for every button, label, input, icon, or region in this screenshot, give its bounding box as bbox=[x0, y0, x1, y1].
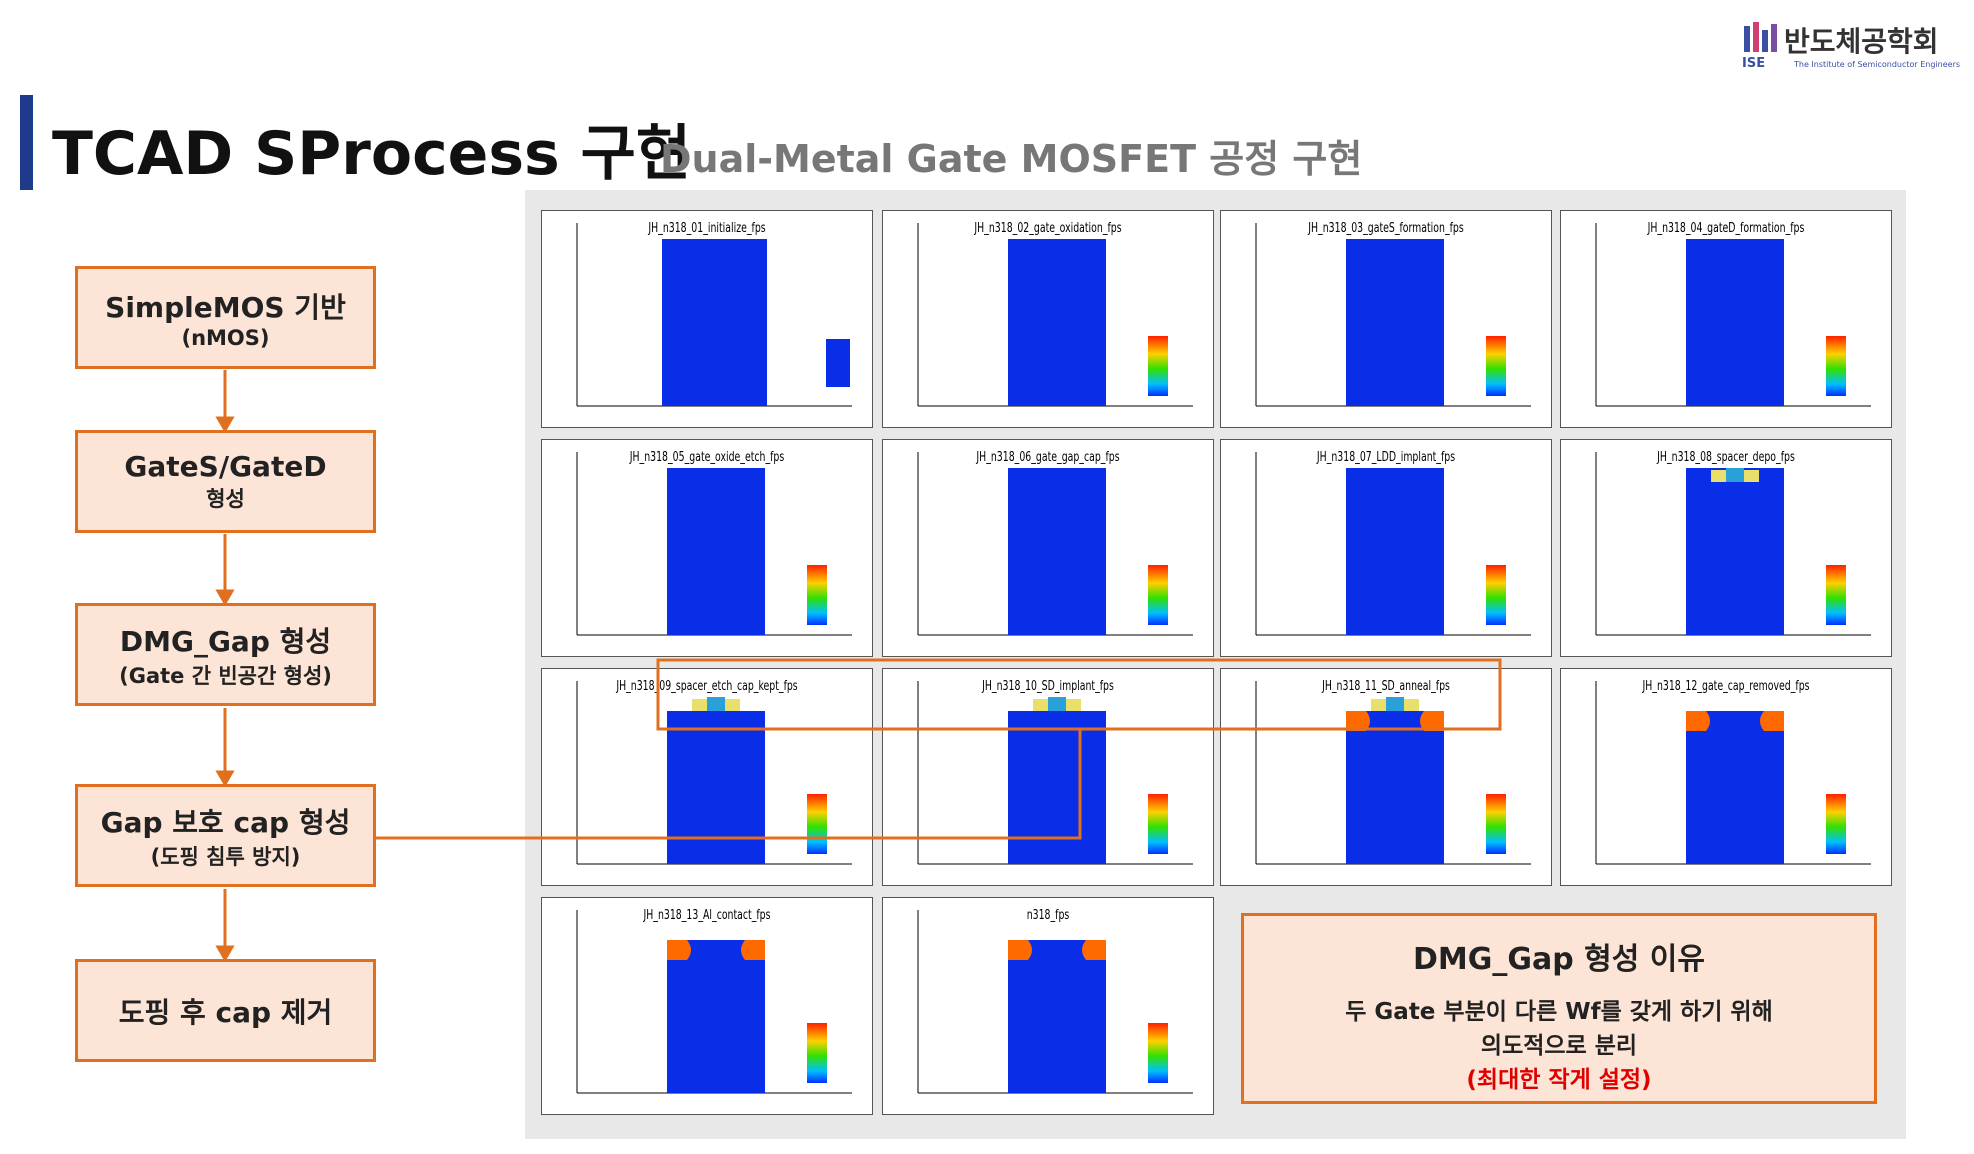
sim-plot bbox=[1255, 452, 1531, 636]
step-note: (Gate 간 빈공간 형성) bbox=[119, 663, 332, 688]
sim-panel: JH_n318_01_initialize_fps bbox=[541, 210, 873, 428]
panel-title: JH_n318_11_SD_anneal_fps bbox=[1322, 679, 1450, 694]
info-title: DMG_Gap 형성 이유 bbox=[1412, 942, 1705, 977]
logo-icon bbox=[1744, 22, 1777, 52]
flow-step: 도핑 후 cap 제거 bbox=[75, 959, 376, 1062]
logo: 반도체공학회 ISE The Institute of Semiconducto… bbox=[1742, 20, 1967, 71]
step-title: 도핑 후 cap 제거 bbox=[118, 995, 333, 1029]
flow-step: GateS/GateD 형성 bbox=[75, 430, 376, 533]
sim-plot bbox=[576, 910, 852, 1094]
title-bar bbox=[20, 95, 33, 190]
sim-panel: JH_n318_02_gate_oxidation_fps bbox=[882, 210, 1214, 428]
panel-title: JH_n318_04_gateD_formation_fps bbox=[1647, 221, 1805, 236]
step-note: 형성 bbox=[206, 487, 245, 511]
sim-plot bbox=[1595, 681, 1871, 865]
step-title: SimpleMOS 기반 bbox=[105, 290, 346, 324]
panel-title: JH_n318_09_spacer_etch_cap_kept_fps bbox=[616, 679, 798, 694]
title: TCAD SProcess 구현 bbox=[52, 119, 692, 189]
panel-title: JH_n318_02_gate_oxidation_fps bbox=[974, 221, 1122, 236]
sim-plot bbox=[1595, 223, 1871, 407]
panel-title: JH_n318_06_gate_gap_cap_fps bbox=[976, 450, 1120, 465]
sim-plot bbox=[576, 223, 852, 407]
logo-abbr: ISE bbox=[1742, 56, 1766, 71]
info-line: 의도적으로 분리 bbox=[1480, 1033, 1638, 1059]
sim-plot bbox=[1255, 223, 1531, 407]
sim-panel: JH_n318_11_SD_anneal_fps bbox=[1220, 668, 1552, 886]
sim-plot bbox=[1595, 452, 1871, 636]
sim-plot bbox=[1255, 681, 1531, 865]
panel-title: JH_n318_08_spacer_depo_fps bbox=[1657, 450, 1795, 465]
panel-title: JH_n318_05_gate_oxide_etch_fps bbox=[629, 450, 785, 465]
sim-panel: n318_fps bbox=[882, 897, 1214, 1115]
sim-panel: JH_n318_03_gateS_formation_fps bbox=[1220, 210, 1552, 428]
flow-step: Gap 보호 cap 형성 (도핑 침투 방지) bbox=[75, 784, 376, 887]
flow-step: SimpleMOS 기반 (nMOS) bbox=[75, 266, 376, 369]
step-note: (nMOS) bbox=[181, 325, 270, 350]
panel-title: JH_n318_01_initialize_fps bbox=[648, 221, 766, 236]
flow-step: DMG_Gap 형성 (Gate 간 빈공간 형성) bbox=[75, 603, 376, 706]
panel-title: n318_fps bbox=[1026, 908, 1070, 923]
panel-title: JH_n318_13_Al_contact_fps bbox=[643, 908, 771, 923]
info-line: 두 Gate 부분이 다른 Wf를 갖게 하기 위해 bbox=[1345, 999, 1773, 1025]
sim-panel: JH_n318_13_Al_contact_fps bbox=[541, 897, 873, 1115]
step-title: DMG_Gap 형성 bbox=[119, 624, 332, 658]
info-box: DMG_Gap 형성 이유 두 Gate 부분이 다른 Wf를 갖게 하기 위해… bbox=[1241, 913, 1877, 1104]
sim-plot bbox=[917, 223, 1193, 407]
sim-plot bbox=[576, 452, 852, 636]
panel-title: JH_n318_03_gateS_formation_fps bbox=[1308, 221, 1464, 236]
step-title: Gap 보호 cap 형성 bbox=[100, 805, 351, 839]
logo-english: The Institute of Semiconductor Engineers bbox=[1794, 60, 1961, 69]
panel-title: JH_n318_07_LDD_implant_fps bbox=[1316, 450, 1456, 465]
panel-title: JH_n318_12_gate_cap_removed_fps bbox=[1642, 679, 1810, 694]
info-highlight: (최대한 작게 설정) bbox=[1466, 1067, 1652, 1093]
panel-title: JH_n318_10_SD_implant_fps bbox=[982, 679, 1114, 694]
sim-panel: JH_n318_04_gateD_formation_fps bbox=[1560, 210, 1892, 428]
sim-plot bbox=[917, 452, 1193, 636]
logo-name: 반도체공학회 bbox=[1784, 25, 1939, 58]
sim-panel: JH_n318_12_gate_cap_removed_fps bbox=[1560, 668, 1892, 886]
sim-panel: JH_n318_07_LDD_implant_fps bbox=[1220, 439, 1552, 657]
step-title: GateS/GateD bbox=[124, 450, 327, 483]
step-note: (도핑 침투 방지) bbox=[150, 844, 301, 869]
sim-panel: JH_n318_05_gate_oxide_etch_fps bbox=[541, 439, 873, 657]
sim-panel: JH_n318_09_spacer_etch_cap_kept_fps bbox=[541, 668, 873, 886]
sim-panel: JH_n318_06_gate_gap_cap_fps bbox=[882, 439, 1214, 657]
sim-plot bbox=[917, 910, 1193, 1094]
subtitle: Dual-Metal Gate MOSFET 공정 구현 bbox=[660, 137, 1363, 181]
sim-panel: JH_n318_08_spacer_depo_fps bbox=[1560, 439, 1892, 657]
